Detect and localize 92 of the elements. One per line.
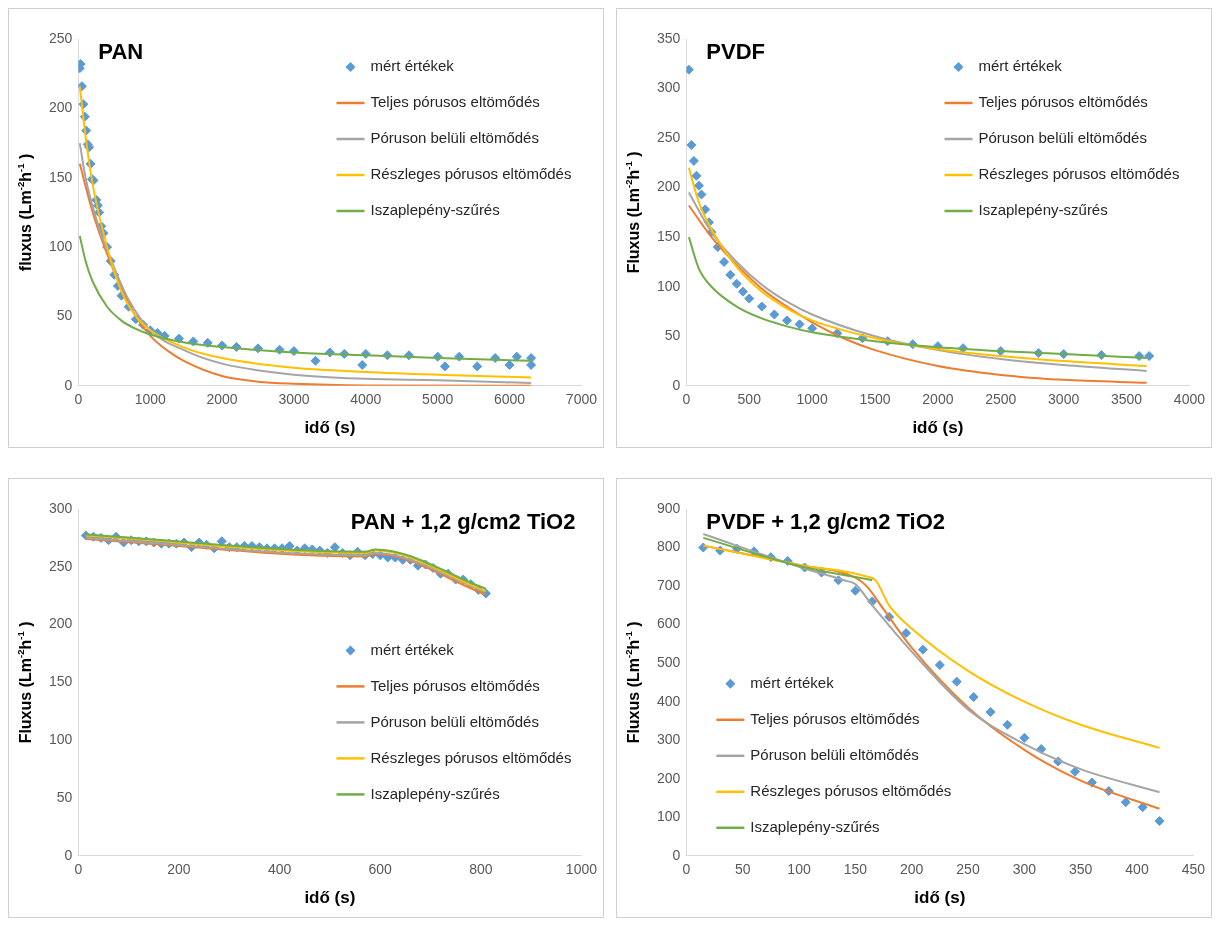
y-tick-label: 0 — [672, 376, 681, 393]
y-tick-label: 100 — [49, 237, 73, 254]
legend-label: Részleges pórusos eltömődés — [370, 748, 572, 766]
x-tick-label: 350 — [1068, 861, 1093, 878]
x-tick-label: 1000 — [796, 391, 828, 408]
y-tick-label: 900 — [657, 499, 681, 516]
x-tick-label: 1500 — [859, 391, 891, 408]
x-tick-label: 4000 — [1173, 391, 1206, 408]
y-tick-label: 200 — [49, 99, 73, 116]
y-tick-label: 400 — [657, 692, 681, 709]
x-tick-label: 200 — [900, 861, 924, 878]
legend-label: Teljes pórusos eltömődés — [750, 709, 920, 727]
y-tick-label: 50 — [56, 307, 73, 324]
x-axis-title: idő (s) — [304, 418, 356, 438]
legend-label: Póruson belüli eltömődés — [750, 745, 919, 763]
y-axis-title: Fluxus (Lm-2h-1 ) — [15, 621, 35, 744]
y-tick-label: 100 — [657, 808, 681, 825]
x-tick-label: 400 — [1125, 861, 1149, 878]
legend-label: Póruson belüli eltömődés — [370, 712, 539, 730]
y-tick-label: 0 — [672, 846, 681, 863]
y-tick-label: 200 — [49, 615, 73, 632]
legend-label: Teljes pórusos eltömődés — [978, 93, 1148, 111]
x-tick-label: 250 — [956, 861, 980, 878]
x-tick-label: 450 — [1181, 861, 1206, 878]
x-tick-label: 300 — [1012, 861, 1037, 878]
y-tick-label: 0 — [64, 376, 73, 393]
x-axis-title: idő (s) — [914, 888, 966, 908]
chart-title: PVDF — [706, 39, 766, 65]
y-tick-label: 300 — [657, 79, 681, 96]
x-tick-label: 2000 — [206, 391, 238, 408]
x-tick-label: 150 — [843, 861, 868, 878]
x-tick-label: 400 — [267, 861, 292, 878]
y-tick-label: 800 — [657, 538, 681, 555]
y-tick-label: 0 — [64, 846, 73, 863]
y-tick-label: 250 — [49, 29, 73, 46]
y-tick-label: 150 — [49, 673, 73, 690]
legend-label: Póruson belüli eltömődés — [978, 129, 1147, 147]
x-tick-label: 200 — [167, 861, 191, 878]
x-tick-label: 4000 — [350, 391, 382, 408]
legend-label: Iszaplepény-szűrés — [370, 201, 500, 219]
y-tick-label: 500 — [657, 653, 681, 670]
y-axis-title: Fluxus (Lm-2h-1 ) — [623, 151, 643, 274]
legend-label: Iszaplepény-szűrés — [978, 201, 1108, 219]
x-tick-label: 100 — [787, 861, 811, 878]
x-tick-label: 3000 — [278, 391, 310, 408]
legend-label: mért értékek — [370, 57, 455, 75]
y-tick-label: 300 — [49, 499, 73, 516]
y-tick-label: 150 — [49, 168, 73, 185]
legend-label: mért értékek — [370, 640, 455, 658]
y-tick-label: 150 — [657, 228, 681, 245]
legend-label: Részleges pórusos eltömődés — [978, 165, 1180, 183]
x-tick-label: 3000 — [1048, 391, 1080, 408]
y-tick-label: 100 — [657, 277, 681, 294]
y-axis-title: Fluxus (Lm-2h-1 ) — [623, 621, 643, 744]
legend-label: Póruson belüli eltömődés — [370, 129, 539, 147]
y-tick-label: 200 — [657, 769, 681, 786]
x-tick-label: 600 — [368, 861, 393, 878]
y-tick-label: 600 — [657, 615, 681, 632]
x-tick-label: 1000 — [565, 861, 598, 878]
x-tick-label: 2500 — [985, 391, 1017, 408]
legend-label: Teljes pórusos eltömődés — [370, 676, 540, 694]
legend-label: Részleges pórusos eltömődés — [750, 781, 952, 799]
legend-label: Teljes pórusos eltömődés — [370, 93, 540, 111]
x-axis-title: idő (s) — [304, 888, 356, 908]
y-axis-title: fluxus (Lm-2h-1 ) — [15, 153, 35, 272]
x-tick-label: 5000 — [422, 391, 454, 408]
x-tick-label: 800 — [469, 861, 493, 878]
legend-label: Iszaplepény-szűrés — [370, 784, 500, 802]
x-tick-label: 500 — [737, 391, 762, 408]
y-tick-label: 700 — [657, 576, 681, 593]
legend-label: mért értékek — [978, 57, 1063, 75]
x-tick-label: 50 — [734, 861, 751, 878]
y-tick-label: 200 — [657, 178, 681, 195]
y-tick-label: 250 — [657, 128, 681, 145]
x-tick-label: 3500 — [1110, 391, 1143, 408]
legend-label: Iszaplepény-szűrés — [750, 817, 880, 835]
y-tick-label: 50 — [664, 327, 681, 344]
chart-title: PAN + 1,2 g/cm2 TiO2 — [350, 509, 576, 535]
y-tick-label: 350 — [657, 29, 681, 46]
y-tick-label: 300 — [657, 731, 681, 748]
chart-title: PAN — [98, 39, 144, 65]
y-tick-label: 250 — [49, 557, 73, 574]
y-tick-label: 50 — [56, 788, 73, 805]
x-tick-label: 7000 — [565, 391, 598, 408]
chart-title: PVDF + 1,2 g/cm2 TiO2 — [706, 509, 945, 535]
y-tick-label: 100 — [49, 731, 73, 748]
x-tick-label: 2000 — [922, 391, 954, 408]
legend-label: mért értékek — [750, 673, 835, 691]
legend-label: Részleges pórusos eltömődés — [370, 165, 572, 183]
x-tick-label: 6000 — [493, 391, 526, 408]
x-axis-title: idő (s) — [912, 418, 964, 438]
x-tick-label: 1000 — [134, 391, 167, 408]
